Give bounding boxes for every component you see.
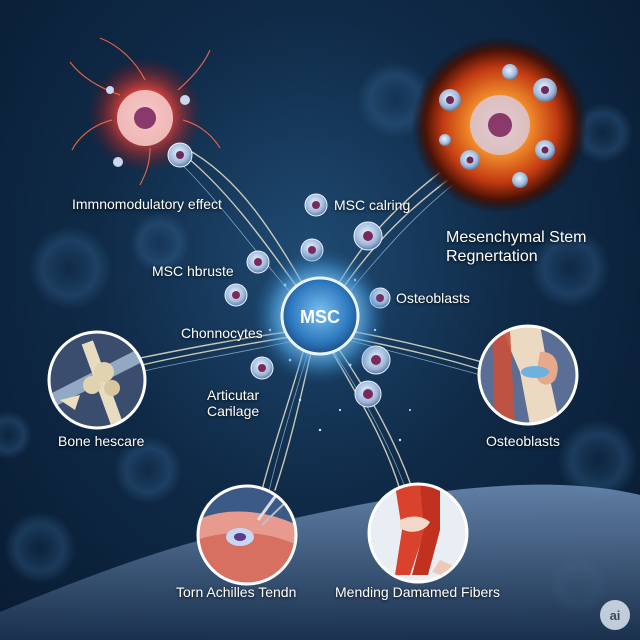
mending-fibers-label: Mending Damamed Fibers	[335, 584, 500, 600]
mesenchymal-title-line2: Regnertation	[446, 248, 538, 265]
satellite-cell	[250, 356, 274, 380]
torn-tendon-label: Torn Achilles Tendn	[176, 584, 297, 600]
osteoblasts-center-label: Osteoblasts	[396, 290, 470, 306]
knee-cartilage-icon	[477, 324, 579, 426]
msc-horuste-label: MSC hbruste	[152, 263, 234, 279]
satellite-cell	[304, 193, 328, 217]
articular-label-line2: Carilage	[207, 403, 260, 419]
satellite-cell	[246, 250, 270, 274]
osteoblasts-right-label: Osteoblasts	[486, 433, 560, 449]
mesenchymal-title-line1: Mesenchymal Stem	[446, 229, 587, 246]
satellite-cell	[354, 380, 382, 408]
torn-tendon-icon	[196, 484, 298, 586]
regenerating-stem-cell-icon	[412, 37, 588, 213]
msc-center-label: MSC	[300, 307, 340, 327]
msc-central-cell: MSC	[252, 248, 388, 384]
ai-badge: ai	[600, 600, 630, 630]
articular-label-line1: Articutar	[207, 387, 260, 403]
satellite-cell	[353, 221, 383, 251]
chondrocytes-label: Chonnocytes	[181, 325, 263, 341]
satellite-cell	[224, 283, 248, 307]
tissue-ground	[0, 484, 640, 640]
immunomodulatory-label: Immnomodulatory effect	[72, 196, 222, 212]
bone-label: Bone hescare	[58, 433, 145, 449]
inflamed-immune-cell-icon	[69, 37, 221, 186]
bone-joint-icon	[47, 330, 147, 430]
msc-calling-label: MSC calring	[334, 197, 411, 213]
muscle-fibers-icon	[367, 482, 469, 584]
